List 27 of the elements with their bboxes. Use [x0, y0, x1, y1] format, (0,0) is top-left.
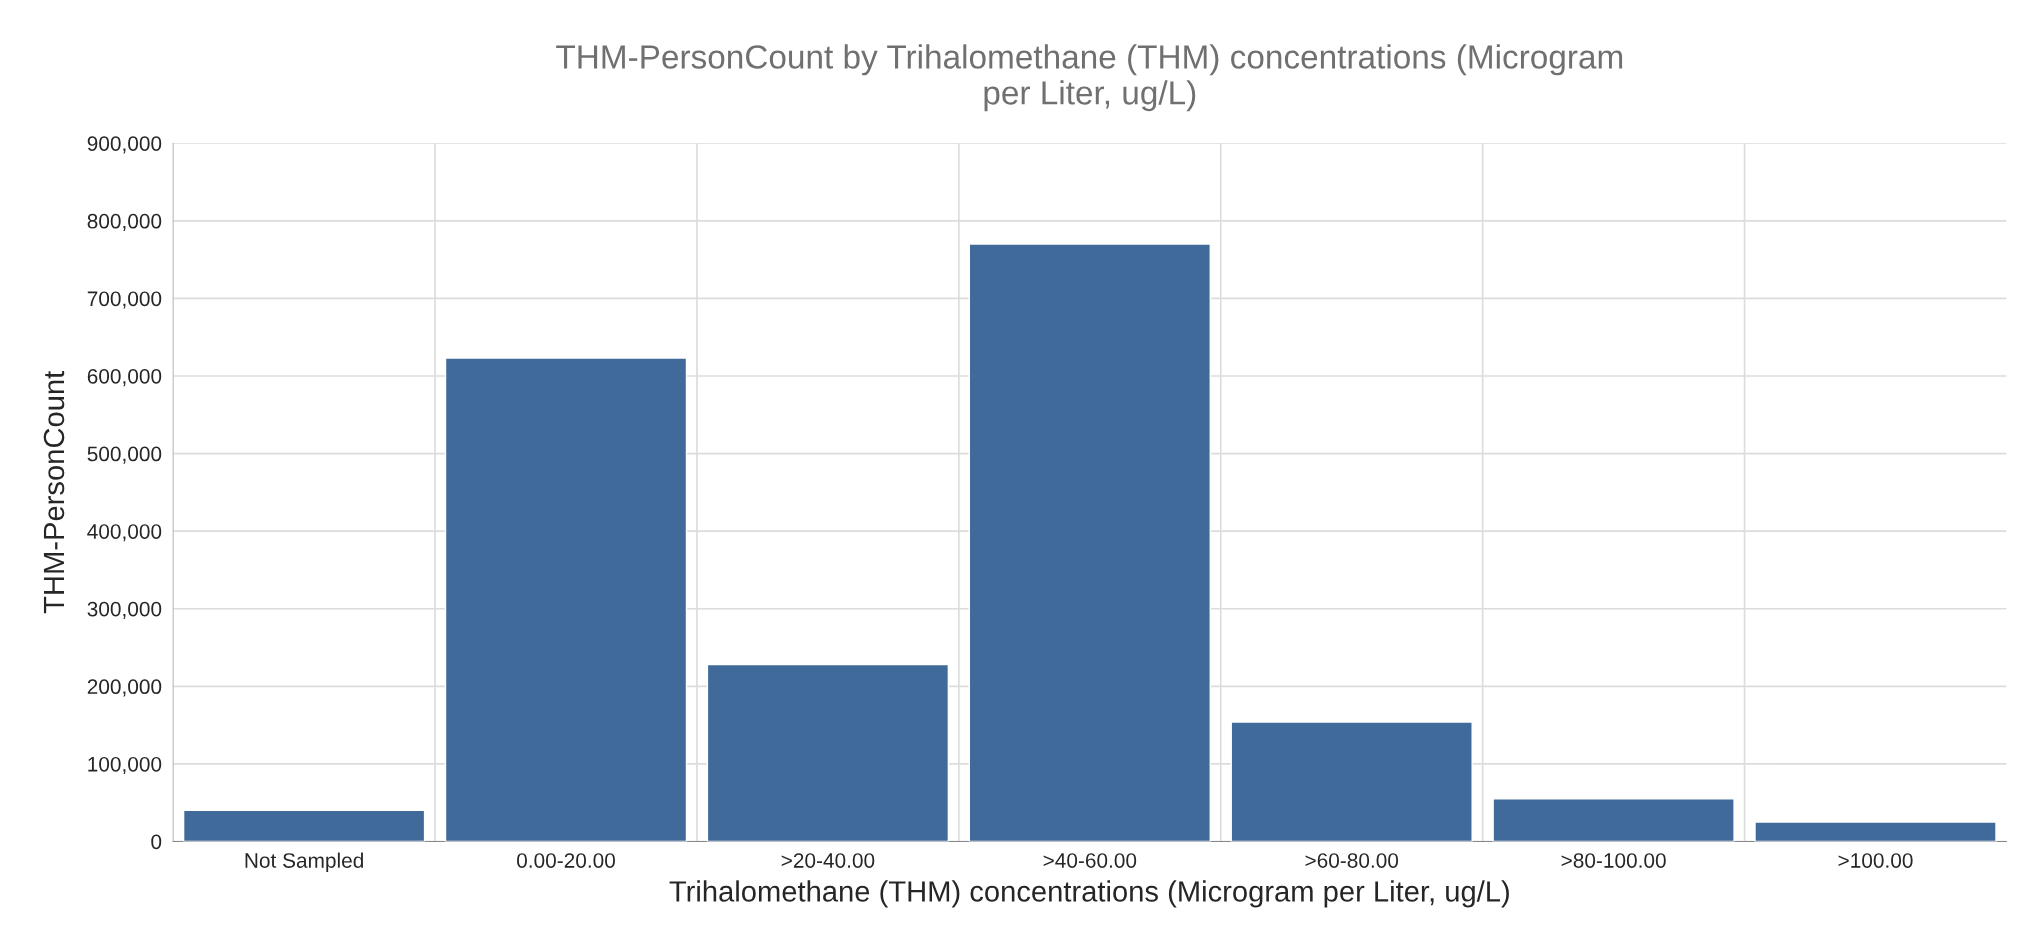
y-tick-label: 0 [151, 834, 162, 850]
y-tick-label: 100,000 [88, 756, 162, 775]
y-tick-label: 800,000 [87, 213, 162, 232]
x-axis-title: Trihalomethane (THM) concentrations (Microgram per Liter, ug/L) [669, 880, 1509, 908]
x-tick-label: >100.00 [1838, 853, 1913, 868]
x-tick-label: >40-60.00 [1043, 853, 1137, 868]
y-tick-label: 500,000 [87, 446, 162, 464]
x-tick-label: >20-40.00 [781, 853, 875, 868]
y-tick-label: 900,000 [87, 136, 162, 154]
x-tick-label: >60-80.00 [1305, 853, 1399, 868]
bar [444, 357, 688, 842]
y-tick-label: 600,000 [87, 368, 162, 387]
bar [706, 663, 950, 842]
y-tick-label: 300,000 [87, 601, 162, 619]
bar [1230, 721, 1473, 842]
y-tick-label: 700,000 [87, 291, 162, 309]
bar [1754, 821, 1997, 842]
bar [968, 243, 1211, 842]
x-tick-label: Not Sampled [245, 852, 363, 872]
bar [1492, 798, 1735, 842]
x-tick-label: >80-100.00 [1561, 853, 1666, 868]
y-tick-label: 400,000 [87, 524, 162, 542]
y-tick-label: 200,000 [87, 679, 162, 697]
bar [182, 809, 426, 842]
x-tick-label: 0.00-20.00 [517, 853, 615, 868]
chart-title: THM-PersonCount by Trihalomethane (THM) concentrations (Microgram per Liter, ug/L) [556, 44, 1623, 112]
y-axis-title: THM-PersonCount [43, 370, 65, 614]
